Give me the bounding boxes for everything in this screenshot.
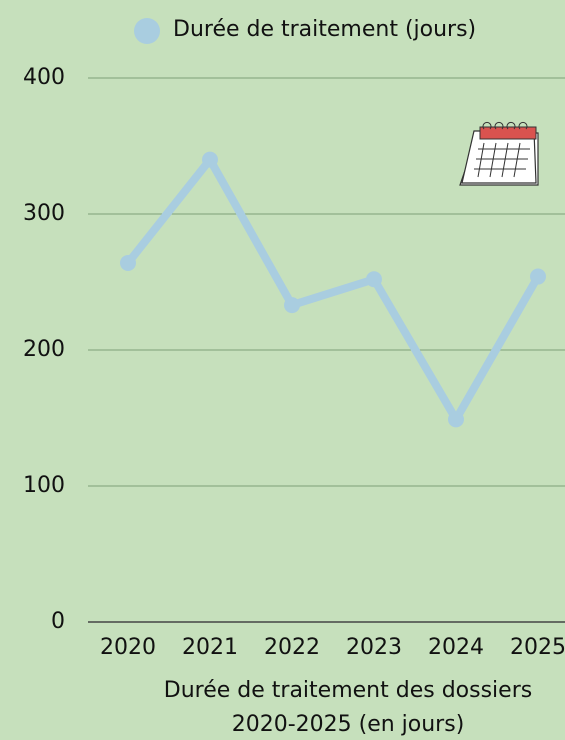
x-tick-label: 2020 <box>100 635 156 660</box>
y-tick-label: 0 <box>51 609 65 634</box>
line <box>124 155 542 424</box>
x-axis-label: Durée de traitement des dossiers <box>164 678 532 703</box>
legend-label: Durée de traitement (jours) <box>173 17 476 42</box>
point <box>284 297 300 314</box>
legend-marker <box>134 18 160 44</box>
x-tick-label: 2025 <box>510 635 565 660</box>
x-tick-label: 2024 <box>428 635 484 660</box>
x-tick-label: 2023 <box>346 635 402 660</box>
point <box>120 254 136 271</box>
y-tick-label: 100 <box>23 473 65 498</box>
calendar-icon <box>459 121 539 186</box>
point <box>202 151 218 168</box>
point <box>448 411 464 428</box>
y-tick-label: 200 <box>23 337 65 362</box>
x-tick-label: 2021 <box>182 635 238 660</box>
x-axis-label: 2020-2025 (en jours) <box>232 712 465 737</box>
y-tick-label: 300 <box>23 201 65 226</box>
point <box>530 268 546 285</box>
point <box>366 271 382 288</box>
x-tick-label: 2022 <box>264 635 320 660</box>
y-tick-label: 400 <box>23 65 65 90</box>
